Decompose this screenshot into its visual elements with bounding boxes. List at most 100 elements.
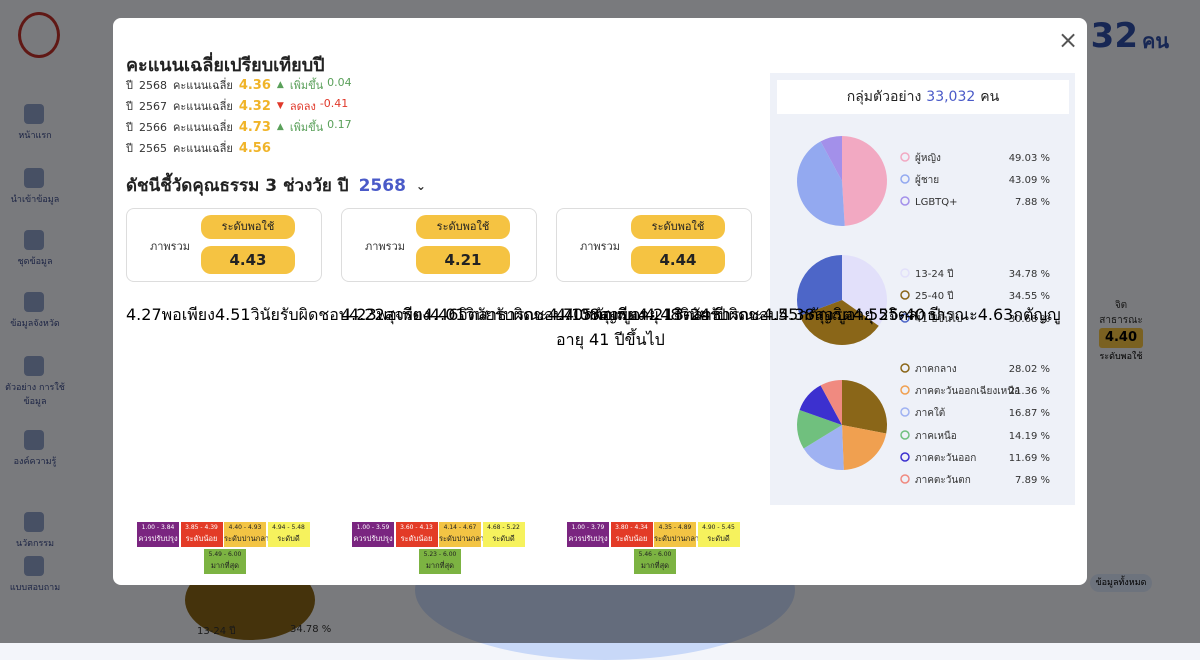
overall-card: ภาพรวม ระดับพอใช้ 4.21 [341,208,537,282]
sample-title: กลุ่มตัวอย่าง [846,89,922,105]
level-key: 4.40 - 4.93 ระดับปานกลาง [224,522,273,547]
level-key: 1.00 - 3.79 ควรปรับปรุง [567,522,609,547]
level-range: 4.90 - 5.45 [702,524,735,531]
level-name: ควรปรับปรุง [353,534,393,543]
value-label: 4.15 [556,305,592,324]
level-key: 5.46 - 6.00 มากที่สุด [634,549,676,574]
score-label: คะแนนเฉลี่ย [172,100,233,113]
bar-chart: 4.15พอเพียง4.48วินัยรับผิดชอบ4.38สุจริต4… [556,303,1087,353]
overall-label: ภาพรวม [579,240,620,253]
change: เพิ่มขึ้น 0.17 [290,118,352,136]
change-label: เพิ่มขึ้น [289,121,324,134]
legend-label: LGBTQ+ [915,197,958,208]
level-key: 4.14 - 4.67 ระดับปานกลาง [439,522,488,547]
year: 2567 [138,99,167,113]
legend-label: ภาคใต้ [915,407,945,419]
pie-charts: ผู้หญิง 49.03 % ผู้ชาย 43.09 % LGBTQ+ 7.88 % 1… [797,136,1050,486]
level-key: 3.80 - 4.34 ระดับน้อย [610,522,653,547]
legend-label: ผู้ชาย [915,174,939,186]
age-label: อายุ 25-40 ปี [845,305,941,324]
legend-value: 21.36 % [1009,386,1050,397]
category-label: จิตสาธารณะ [673,305,763,324]
category-label: วินัยรับผิดชอบ [680,305,780,324]
level-range: 3.85 - 4.39 [185,524,218,531]
level-key: 4.90 - 5.45 ระดับดี [697,522,740,547]
pie-slice [799,300,879,346]
level-key: 1.00 - 3.59 ควรปรับปรุง [352,522,394,547]
value-label: 4.55 [762,305,799,324]
legend-marker [900,268,910,278]
change: เพิ่มขึ้น 0.04 [290,76,352,94]
age-label: อายุ 41 ปีขึ้นไป [556,330,665,349]
legend-marker [900,174,910,184]
legend-label: ภาคตะวันตก [915,475,971,486]
value-label: 4.63 [977,305,1014,324]
value-label: 4.38 [779,305,815,324]
pie-slice [797,255,842,316]
level-key: 4.35 - 4.89 ระดับปานกลาง [654,522,703,547]
pie-slice [799,385,842,425]
pie-slice [797,409,842,449]
level-range: 5.23 - 6.00 [423,551,457,558]
level-name: ระดับปานกลาง [654,534,703,543]
value-label: 4.08 [564,305,600,324]
overall-value: 4.43 [201,246,295,274]
chevron[interactable]: ⌄ [415,178,426,193]
level-range: 3.60 - 4.13 [400,524,433,531]
level-key: 5.49 - 6.00 มากที่สุด [204,549,246,574]
change-label: ลดลง [289,100,316,113]
level-name: ระดับดี [707,534,730,543]
level-range: 3.80 - 4.34 [615,524,648,531]
overall-card: ภาพรวม ระดับพอใช้ 4.43 [126,208,322,282]
year-prefix: ปี [126,121,133,134]
legend-value: 11.69 % [1009,453,1050,464]
level-name: ระดับน้อย [615,534,648,543]
value-label: 4.23 [341,305,377,324]
year: 2565 [138,141,167,155]
legend-label: ภาคเหนือ [915,430,957,442]
level-name: ระดับดี [277,534,300,543]
trend-icon: ▲ [276,80,284,90]
legend-marker [900,474,910,484]
level-name: ระดับปานกลาง [224,534,273,543]
pie-slice [820,380,842,425]
pie-slice [842,136,887,226]
category-label: สุจริต [384,305,423,324]
score: 4.36 [238,77,271,93]
legend-label: ภาคตะวันออกเฉียงเหนือ [915,385,1020,397]
overall-label: ภาพรวม [364,240,405,253]
level-key: 1.00 - 3.84 ควรปรับปรุง [137,522,179,547]
index-header: ดัชนีชี้วัดคุณธรรม 3 ช่วงวัย ปี 2568 ⌄ [126,172,426,199]
level-name: ระดับน้อย [185,534,218,543]
close-button[interactable]: × [1058,26,1079,54]
level-key: 4.68 - 5.22 ระดับดี [482,522,525,547]
overall-value: 4.21 [416,246,510,274]
level-name: ระดับน้อย [400,534,433,543]
level-range: 5.46 - 6.00 [638,551,672,558]
trend-icon: ▲ [276,122,284,132]
year-prefix: ปี [126,100,133,113]
category-label: พอเพียง [376,305,430,324]
change-value: 0.17 [327,118,352,131]
score-label: คะแนนเฉลี่ย [172,79,233,92]
overall-label: ภาพรวม [149,240,190,253]
value-label: 4.01 [429,305,466,324]
level-range: 1.00 - 3.59 [356,524,390,531]
year-row: ปี 2568 คะแนนเฉลี่ย 4.36 ▲ เพิ่มขึ้น 0.04 [126,76,352,94]
value-label: 4.51 [214,305,251,324]
pie-slice [797,141,845,226]
legend-value: 16.87 % [1009,408,1050,419]
category-label: สุจริต [814,305,853,324]
level-range: 1.00 - 3.84 [141,524,175,531]
level-range: 5.49 - 6.00 [208,551,242,558]
level-pill: ระดับพอใช้ [631,215,725,239]
change-label: เพิ่มขึ้น [289,79,324,92]
index-year[interactable]: 2568 [358,175,406,196]
legend-marker [900,452,910,462]
level-name: มากที่สุด [425,561,455,570]
legend-value: 34.55 % [1009,291,1050,302]
legend-marker [900,385,910,395]
category-label: จิตสาธารณะ [888,305,978,324]
value-label: 4.21 [637,305,674,324]
value-label: 4.22 [349,305,385,324]
